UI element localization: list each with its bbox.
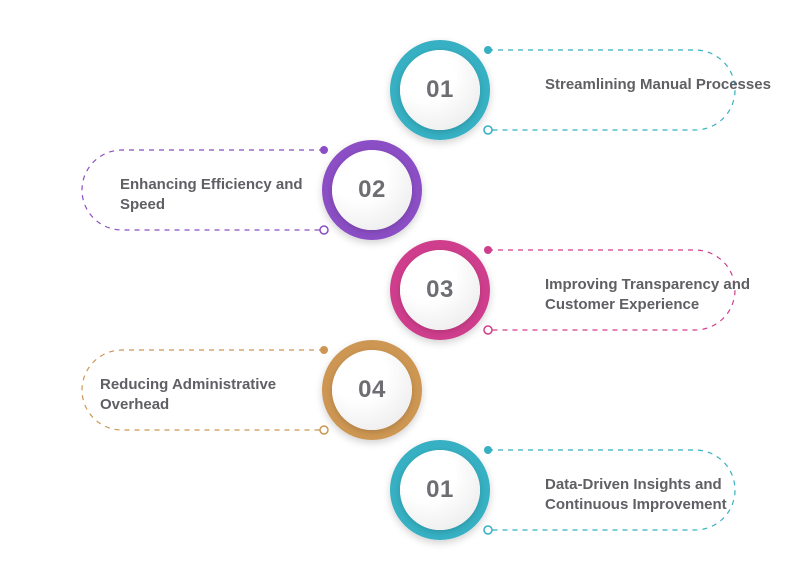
step-circle: 04 bbox=[322, 340, 422, 440]
step-label: Reducing Administrative Overhead bbox=[100, 375, 330, 416]
step-label: Improving Transparency and Customer Expe… bbox=[545, 275, 775, 316]
step-circle: 01 bbox=[390, 440, 490, 540]
step-inner: 04 bbox=[332, 350, 412, 430]
step-circle: 01 bbox=[390, 40, 490, 140]
step-label: Data-Driven Insights and Continuous Impr… bbox=[545, 475, 775, 516]
step-inner: 01 bbox=[400, 450, 480, 530]
step-number: 04 bbox=[358, 376, 386, 404]
step-number: 02 bbox=[358, 176, 386, 204]
step-label: Streamlining Manual Processes bbox=[545, 75, 775, 95]
step-inner: 03 bbox=[400, 250, 480, 330]
step-number: 03 bbox=[426, 276, 454, 304]
step-number: 01 bbox=[426, 76, 454, 104]
step-circle: 03 bbox=[390, 240, 490, 340]
step-inner: 01 bbox=[400, 50, 480, 130]
step-label: Enhancing Efficiency and Speed bbox=[120, 175, 350, 216]
step-number: 01 bbox=[426, 476, 454, 504]
